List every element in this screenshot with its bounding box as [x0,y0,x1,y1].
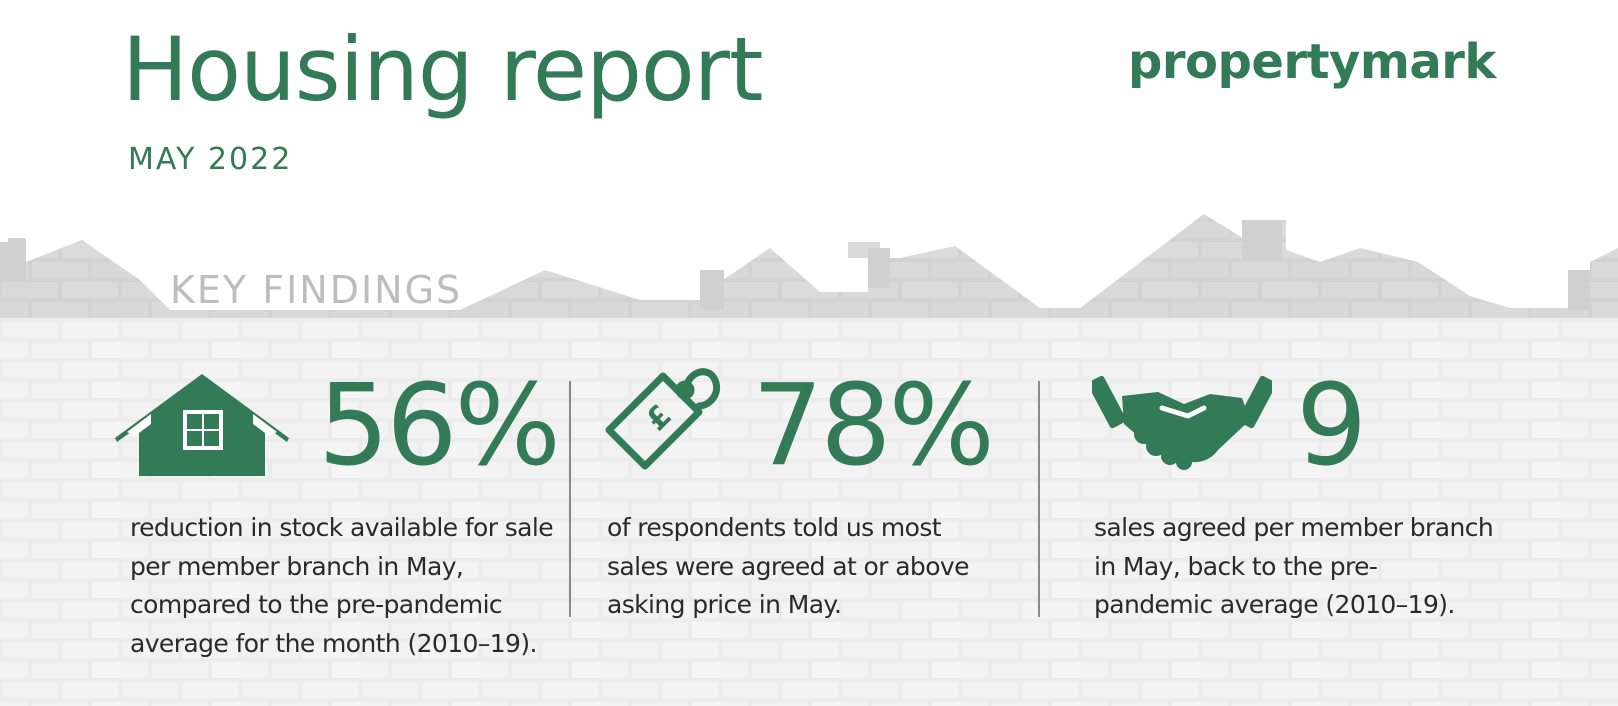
report-date: MAY 2022 [128,142,293,177]
price-tag-icon: £ [605,368,720,470]
stat-value-asking-price: 78% [752,361,995,491]
brand-logo: propertymark [1128,34,1496,90]
stat-value-stock: 56% [318,361,561,491]
stat-description-asking-price: of respondents told us most sales were a… [607,513,969,619]
stat-description-stock: reduction in stock available for sale pe… [130,513,554,658]
divider [569,381,571,617]
stat-description-sales-agreed: sales agreed per member branch in May, b… [1094,513,1494,619]
page-title: Housing report [122,18,763,121]
house-icon [115,374,289,476]
handshake-icon [1092,375,1272,470]
section-heading: KEY FINDINGS [170,268,463,312]
divider [1038,381,1040,617]
svg-text:£: £ [639,399,679,439]
stat-value-sales-agreed: 9 [1296,361,1367,491]
